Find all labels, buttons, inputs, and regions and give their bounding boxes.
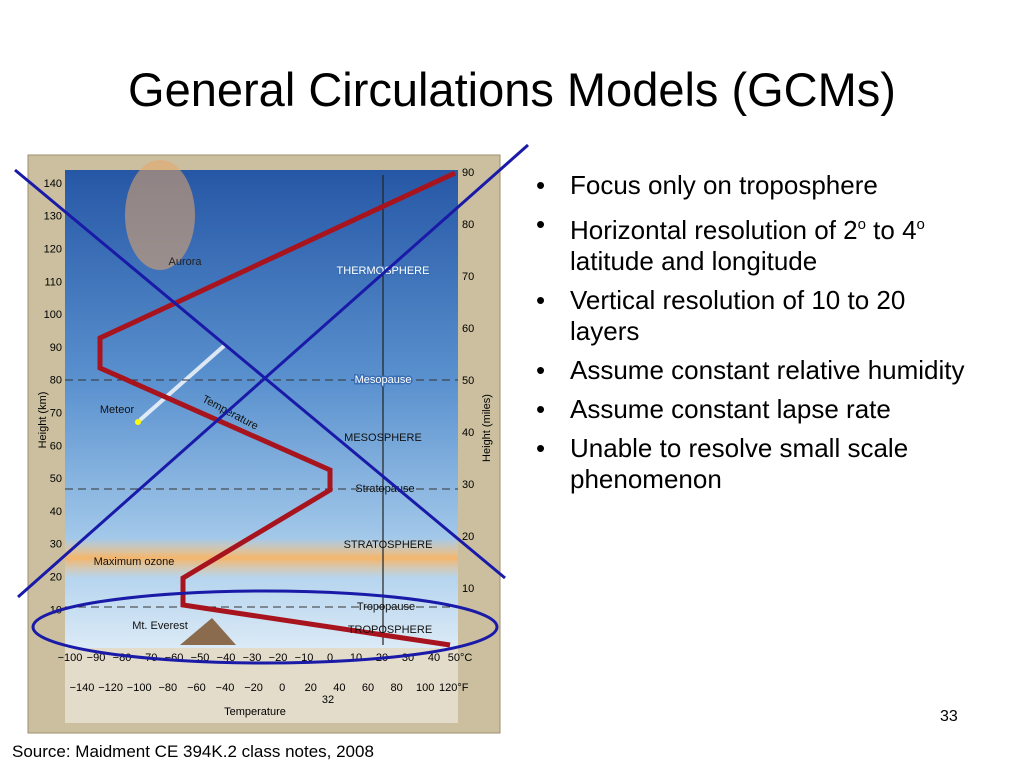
region-label: THERMOSPHERE [337, 265, 430, 277]
ozone-band [65, 538, 458, 578]
axis-panel [65, 648, 458, 723]
mile-tick: 40 [462, 427, 474, 439]
mile-tick: 20 [462, 531, 474, 543]
bullet-text: latitude and longitude [570, 246, 818, 276]
mile-tick: 60 [462, 323, 474, 335]
region-label: Mesopause [355, 374, 412, 386]
slide-title: General Circulations Models (GCMs) [128, 63, 896, 116]
region-label: TROPOSPHERE [348, 624, 432, 636]
aurora-glow [125, 160, 195, 270]
mile-tick: 80 [462, 219, 474, 231]
fahrenheit-tick: 60 [362, 682, 374, 694]
mountain [180, 618, 236, 645]
fahrenheit-tick: 0 [279, 682, 285, 694]
source: Source: Maidment CE 394K.2 class notes, … [12, 742, 374, 761]
region-label: Aurora [168, 256, 202, 268]
km-tick: 100 [44, 309, 62, 321]
celsius-tick: −10 [295, 652, 314, 664]
meteor [135, 419, 141, 425]
region-label: Stratopause [355, 483, 414, 495]
celsius-tick: −30 [243, 652, 262, 664]
bullet-text: to 4 [865, 215, 917, 245]
km-tick: 110 [44, 276, 62, 288]
km-tick: 40 [50, 506, 62, 518]
fahrenheit-tick: −140 [70, 682, 95, 694]
y2-axis-label: Height (miles) [481, 394, 493, 462]
cross-line [14, 168, 506, 580]
km-tick: 60 [50, 440, 62, 452]
fahrenheit-tick: 20 [305, 682, 317, 694]
mile-tick: 50 [462, 375, 474, 387]
km-tick: 130 [44, 211, 62, 223]
km-tick: 30 [50, 539, 62, 551]
region-label: Meteor [100, 404, 135, 416]
meteor-trail [138, 343, 227, 422]
fahrenheit-tick: −100 [127, 682, 152, 694]
fahrenheit-tick: 80 [390, 682, 402, 694]
km-tick: 50 [50, 473, 62, 485]
freezing-label: 32 [322, 694, 334, 706]
celsius-tick: −100 [58, 652, 83, 664]
fahrenheit-tick: 40 [333, 682, 345, 694]
region-label: MESOSPHERE [344, 432, 422, 444]
fahrenheit-tick: −120 [98, 682, 123, 694]
cross-line [17, 143, 529, 599]
km-tick: 120 [44, 244, 62, 256]
bullet: Assume constant lapse rate [530, 394, 970, 425]
fahrenheit-tick: −80 [158, 682, 177, 694]
temperature-profile [97, 170, 457, 648]
region-label: Maximum ozone [94, 556, 175, 568]
mile-tick: 70 [462, 271, 474, 283]
bullet: Vertical resolution of 10 to 20 layers [530, 285, 970, 347]
region-label: STRATOSPHERE [344, 539, 433, 551]
bullet-text: Horizontal resolution of 2 [570, 215, 858, 245]
mile-tick: 10 [462, 583, 474, 595]
km-tick: 80 [50, 375, 62, 387]
page-number: 33 [940, 708, 958, 725]
bullet: Horizontal resolution of 2o to 4o latitu… [530, 209, 970, 277]
celsius-tick: −20 [269, 652, 288, 664]
km-tick: 20 [50, 572, 62, 584]
fahrenheit-tick: 100 [416, 682, 434, 694]
bullet: Unable to resolve small scale phenomenon [530, 433, 970, 495]
celsius-tick: 50°C [448, 652, 473, 664]
mile-tick: 90 [462, 167, 474, 179]
celsius-tick: −90 [87, 652, 106, 664]
highlight-ellipse [31, 589, 499, 665]
celsius-tick: 40 [428, 652, 440, 664]
celsius-tick: 0 [327, 652, 333, 664]
celsius-tick: 10 [350, 652, 362, 664]
y-axis-label: Height (km) [37, 392, 49, 449]
mile-tick: 30 [462, 479, 474, 491]
superscript: o [916, 216, 925, 233]
region-label: Mt. Everest [132, 620, 188, 632]
km-tick: 140 [44, 178, 62, 190]
bullet: Assume constant relative humidity [530, 355, 970, 386]
superscript: o [857, 216, 866, 233]
fahrenheit-tick: −20 [244, 682, 263, 694]
fahrenheit-tick: −40 [216, 682, 235, 694]
celsius-tick: −40 [217, 652, 236, 664]
bullet-list: Focus only on troposphere Horizontal res… [530, 170, 970, 503]
bullet: Focus only on troposphere [530, 170, 970, 201]
km-tick: 90 [50, 342, 62, 354]
fahrenheit-tick: 120°F [439, 682, 469, 694]
x-axis-label: Temperature [224, 706, 286, 718]
region-label: Tropopause [357, 601, 415, 613]
km-tick: 70 [50, 408, 62, 420]
fahrenheit-tick: −60 [187, 682, 206, 694]
